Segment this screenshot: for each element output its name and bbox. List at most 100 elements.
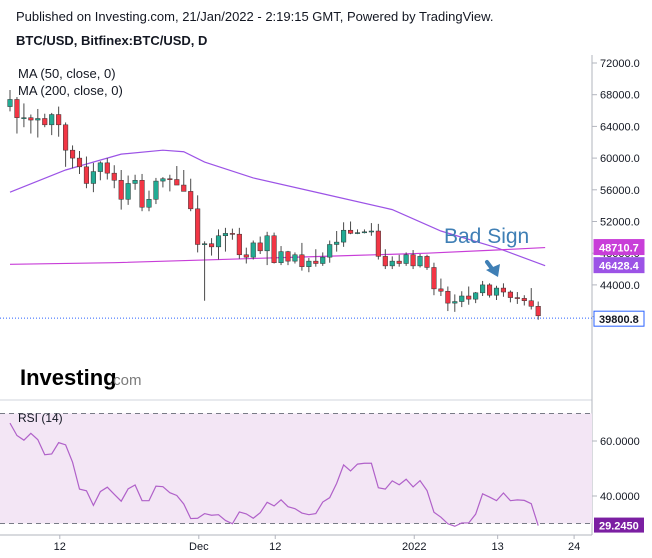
candle-body bbox=[514, 297, 520, 299]
candle-body bbox=[49, 114, 55, 126]
candle-body bbox=[382, 256, 388, 267]
candle-body bbox=[264, 235, 270, 252]
moving-average-lines bbox=[9, 149, 546, 267]
candle-up bbox=[160, 177, 166, 188]
candle-up bbox=[403, 252, 409, 266]
candle-down bbox=[487, 283, 493, 298]
candle-up bbox=[361, 229, 367, 234]
candle-up bbox=[320, 252, 326, 266]
candle-body bbox=[257, 242, 263, 252]
x-tick-label: 2022 bbox=[402, 541, 426, 553]
candle-body bbox=[500, 287, 506, 293]
candle-body bbox=[403, 254, 409, 264]
candle-body bbox=[487, 284, 493, 296]
candle-down bbox=[438, 278, 444, 296]
candle-body bbox=[480, 284, 486, 294]
y-tick-label: 44000.0 bbox=[600, 280, 640, 292]
candle-body bbox=[160, 178, 166, 182]
candle-body bbox=[236, 233, 242, 256]
candle-body bbox=[104, 162, 110, 174]
candle-down bbox=[424, 254, 430, 270]
price-tag: 46428.4 bbox=[593, 257, 645, 274]
candle-up bbox=[480, 280, 486, 296]
candle-body bbox=[70, 149, 76, 159]
rsi-band-fill bbox=[0, 413, 592, 524]
candle-down bbox=[63, 122, 69, 167]
candle-body bbox=[271, 235, 277, 263]
candle-down bbox=[257, 236, 263, 254]
candle-up bbox=[341, 222, 347, 247]
candle-body bbox=[473, 292, 479, 300]
candle-down bbox=[528, 288, 534, 310]
candle-down bbox=[382, 249, 388, 270]
x-tick-label: 12 bbox=[269, 541, 281, 553]
candle-up bbox=[35, 108, 41, 138]
logo-suffix-text: .com bbox=[109, 372, 142, 389]
candle-down bbox=[375, 223, 381, 260]
candle-body bbox=[535, 306, 541, 317]
candle-body bbox=[445, 290, 451, 304]
candle-body bbox=[153, 180, 159, 200]
price-tag-label: 46428.4 bbox=[599, 261, 640, 273]
candle-up bbox=[125, 175, 131, 205]
candle-body bbox=[327, 244, 333, 258]
candle-body bbox=[181, 184, 187, 192]
candle-body bbox=[56, 114, 62, 126]
candle-body bbox=[202, 243, 208, 245]
candle-down bbox=[118, 169, 124, 210]
candle-down bbox=[243, 247, 249, 264]
candle-up bbox=[49, 112, 55, 136]
annotation-text: Bad Sign bbox=[444, 225, 529, 248]
price-tag-box bbox=[593, 239, 645, 256]
x-tick-label: 12 bbox=[54, 541, 66, 553]
candle-up bbox=[222, 227, 228, 252]
candle-down bbox=[111, 165, 117, 189]
candle-down bbox=[139, 173, 145, 212]
candle-down bbox=[285, 250, 291, 266]
candle-down bbox=[445, 286, 451, 312]
y-tick-label: 52000.0 bbox=[600, 217, 640, 229]
candle-up bbox=[146, 190, 152, 212]
candle-body bbox=[396, 260, 402, 264]
candle-body bbox=[410, 254, 416, 267]
candle-body bbox=[132, 180, 138, 184]
candle-body bbox=[375, 230, 381, 257]
candle-body bbox=[188, 191, 194, 210]
candle-down bbox=[396, 254, 402, 267]
candle-body bbox=[83, 166, 90, 184]
price-tag-box bbox=[593, 257, 645, 274]
y-tick-label: 64000.0 bbox=[600, 121, 640, 133]
candle-down bbox=[70, 145, 76, 169]
candle-up bbox=[202, 241, 208, 301]
candle-body bbox=[313, 260, 319, 264]
published-caption: Published on Investing.com, 21/Jan/2022 … bbox=[16, 9, 494, 24]
candle-body bbox=[452, 301, 458, 304]
candle-body bbox=[125, 183, 131, 200]
candle-down bbox=[42, 113, 48, 128]
candle-body bbox=[195, 208, 201, 245]
rsi-line bbox=[9, 422, 539, 527]
candle-body bbox=[14, 99, 20, 118]
rsi-polyline bbox=[9, 422, 539, 527]
candle-up bbox=[354, 229, 361, 235]
candle-down bbox=[348, 221, 354, 235]
candle-up bbox=[452, 294, 458, 312]
candle-down bbox=[76, 150, 83, 174]
candle-down bbox=[195, 195, 201, 253]
price-tag: 48710.7 bbox=[593, 239, 645, 256]
candle-up bbox=[21, 103, 27, 128]
rsi-band bbox=[0, 413, 592, 524]
candle-body bbox=[507, 291, 513, 298]
candle-down bbox=[14, 97, 20, 134]
rsi-legend: RSI (14) bbox=[18, 411, 63, 425]
candle-up bbox=[90, 162, 96, 193]
rsi-tick-label: 60.0000 bbox=[600, 436, 640, 448]
candle-body bbox=[139, 180, 145, 208]
candle-body bbox=[348, 229, 354, 234]
candle-body bbox=[118, 180, 124, 200]
candle-down bbox=[521, 295, 527, 306]
candle-up bbox=[292, 252, 298, 264]
candle-up bbox=[250, 240, 256, 260]
candle-up bbox=[278, 246, 284, 266]
